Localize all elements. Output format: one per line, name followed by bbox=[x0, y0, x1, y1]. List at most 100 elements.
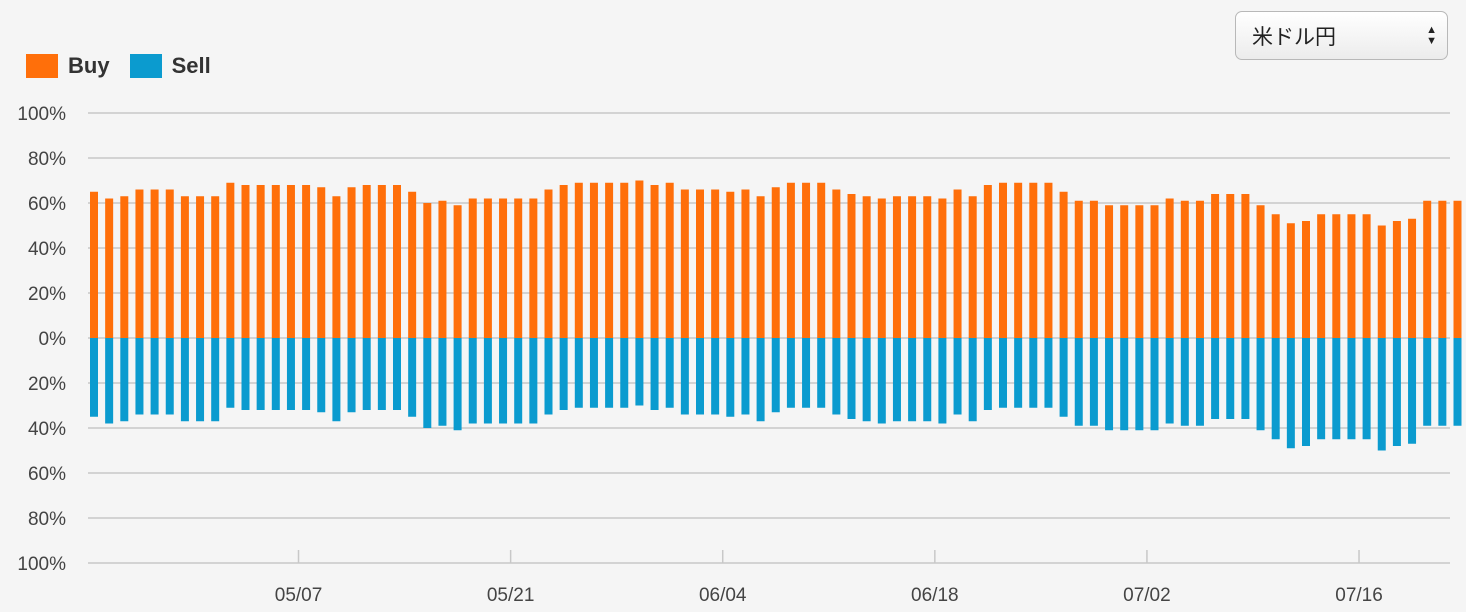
x-tick-label: 06/18 bbox=[911, 585, 959, 606]
buy-bar bbox=[1059, 191, 1068, 338]
y-tick-label: 20% bbox=[28, 284, 66, 305]
buy-bar bbox=[332, 196, 341, 338]
buy-bar bbox=[1226, 194, 1235, 338]
y-tick-label: 100% bbox=[17, 104, 66, 125]
currency-pair-select[interactable]: 米ドル円 ▲ ▼ bbox=[1235, 11, 1448, 60]
sell-bar bbox=[226, 338, 235, 408]
buy-bar bbox=[408, 191, 417, 338]
buy-bar bbox=[1150, 205, 1159, 338]
buy-bar bbox=[180, 196, 189, 338]
buy-bar bbox=[423, 203, 432, 338]
sell-bar bbox=[696, 338, 704, 415]
buy-bar bbox=[1014, 182, 1023, 338]
buy-bar bbox=[1392, 221, 1401, 338]
legend-swatch-buy bbox=[26, 54, 58, 78]
sell-bar bbox=[468, 338, 477, 424]
sell-bar bbox=[1423, 338, 1432, 426]
buy-bar bbox=[1241, 194, 1250, 338]
sell-bar bbox=[1271, 338, 1280, 440]
sell-bar bbox=[862, 338, 871, 422]
sell-bar bbox=[1059, 338, 1068, 417]
buy-bar bbox=[317, 187, 326, 338]
buy-bar bbox=[1377, 225, 1386, 338]
y-tick-label: 60% bbox=[28, 464, 66, 485]
buy-bar bbox=[1074, 200, 1083, 338]
buy-bar bbox=[983, 185, 992, 338]
sell-bar bbox=[544, 338, 553, 415]
x-tick-label: 05/21 bbox=[487, 585, 535, 606]
sell-bar bbox=[256, 338, 265, 410]
sell-bar bbox=[393, 338, 401, 410]
legend-label-buy: Buy bbox=[68, 53, 110, 78]
sell-bar bbox=[286, 338, 295, 410]
sell-bar bbox=[271, 338, 280, 410]
buy-bar bbox=[559, 185, 568, 338]
buy-bar bbox=[999, 182, 1007, 338]
sell-bar bbox=[483, 338, 492, 424]
legend-item-sell[interactable]: Sell bbox=[129, 53, 211, 79]
buy-bar bbox=[923, 196, 932, 338]
buy-bar bbox=[908, 196, 917, 338]
sell-bar bbox=[362, 338, 371, 410]
buy-bar bbox=[802, 182, 811, 338]
y-tick-label: 0% bbox=[39, 329, 67, 350]
buy-bar bbox=[620, 182, 629, 338]
sell-bar bbox=[1241, 338, 1250, 419]
sell-bar bbox=[332, 338, 341, 422]
buy-bar bbox=[499, 198, 508, 338]
buy-bar bbox=[1453, 200, 1462, 338]
buy-bar bbox=[286, 185, 295, 338]
buy-bar bbox=[1135, 205, 1144, 338]
buy-bar bbox=[862, 196, 871, 338]
sell-bar bbox=[1302, 338, 1310, 446]
buy-bar bbox=[226, 182, 235, 338]
x-tick-label: 05/07 bbox=[275, 585, 323, 606]
buy-bar bbox=[90, 191, 98, 338]
sell-bar bbox=[1014, 338, 1023, 408]
buy-bar bbox=[438, 200, 447, 338]
legend-item-buy[interactable]: Buy bbox=[26, 53, 110, 79]
buy-bar bbox=[241, 185, 250, 338]
sell-bar bbox=[741, 338, 750, 415]
sell-bar bbox=[211, 338, 220, 422]
buy-bar bbox=[1120, 205, 1129, 338]
up-down-arrows-icon: ▲ ▼ bbox=[1426, 23, 1437, 47]
sell-bar bbox=[120, 338, 129, 422]
buy-bar bbox=[256, 185, 265, 338]
buy-bar bbox=[1180, 200, 1189, 338]
buy-bar bbox=[105, 198, 114, 338]
sell-bar bbox=[499, 338, 508, 424]
buy-bar bbox=[165, 189, 174, 338]
sell-bar bbox=[1226, 338, 1235, 419]
buy-bar bbox=[696, 189, 704, 338]
legend-label-sell: Sell bbox=[171, 53, 211, 78]
sell-bar bbox=[1195, 338, 1204, 426]
sell-bar bbox=[559, 338, 568, 410]
buy-bar bbox=[483, 198, 492, 338]
buy-bar bbox=[832, 189, 841, 338]
buy-bar bbox=[211, 196, 220, 338]
buy-bar bbox=[1286, 223, 1295, 338]
sell-bar bbox=[165, 338, 174, 415]
sell-bar bbox=[438, 338, 447, 426]
sell-bar bbox=[711, 338, 720, 415]
sell-bar bbox=[968, 338, 977, 422]
buy-bar bbox=[544, 189, 553, 338]
buy-bar bbox=[1044, 182, 1053, 338]
sell-bar bbox=[1029, 338, 1038, 408]
sell-bar bbox=[1408, 338, 1417, 444]
buy-bar bbox=[1211, 194, 1220, 338]
sell-bar bbox=[377, 338, 386, 410]
sell-bar bbox=[923, 338, 932, 422]
buy-bar bbox=[1256, 205, 1265, 338]
buy-bar bbox=[650, 185, 659, 338]
buy-bar bbox=[302, 185, 311, 338]
sell-bar bbox=[1286, 338, 1295, 449]
buy-bar bbox=[1105, 205, 1114, 338]
buy-bar bbox=[196, 196, 205, 338]
sell-bar bbox=[453, 338, 462, 431]
buy-bar bbox=[453, 205, 462, 338]
buy-bar bbox=[393, 185, 401, 338]
buy-bar bbox=[468, 198, 477, 338]
